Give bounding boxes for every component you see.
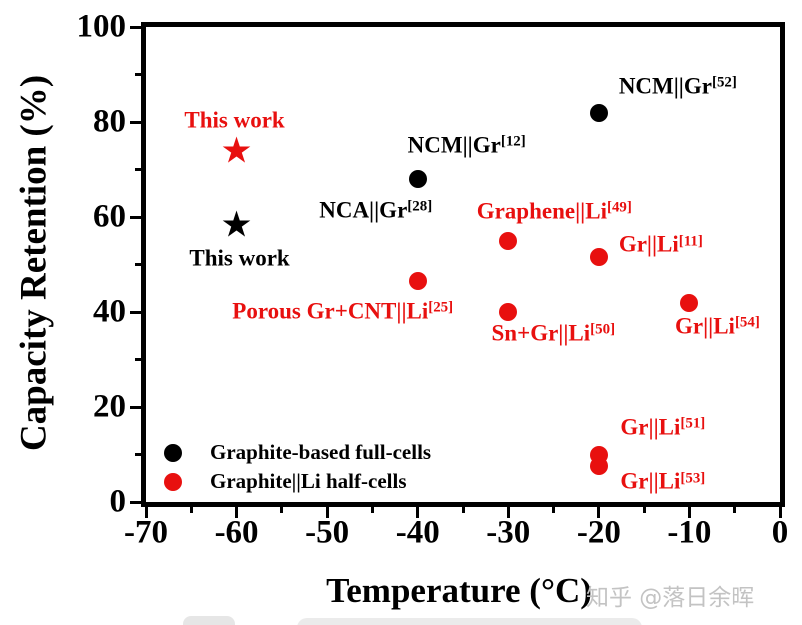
x-tick-label: -10 bbox=[667, 514, 712, 551]
x-major-tick bbox=[325, 507, 329, 518]
y-tick-label: 80 bbox=[93, 103, 126, 140]
x-minor-tick bbox=[552, 507, 556, 513]
data-point-label: Porous Gr+CNT||Li[25] bbox=[232, 298, 454, 324]
x-tick-label: -70 bbox=[124, 514, 168, 551]
x-major-tick bbox=[506, 507, 510, 518]
y-minor-tick bbox=[135, 168, 141, 171]
x-tick-label: -30 bbox=[486, 514, 531, 551]
x-major-tick bbox=[687, 507, 691, 518]
data-point-label: NCA||Gr[28] bbox=[319, 197, 433, 223]
data-point-label: Gr||Li[11] bbox=[618, 231, 703, 257]
x-major-tick bbox=[144, 507, 148, 518]
data-point-circle bbox=[408, 170, 427, 188]
legend: Graphite-based full-cells Graphite||Li ha… bbox=[164, 438, 431, 496]
y-tick-label: 60 bbox=[93, 198, 126, 235]
y-tick-label: 100 bbox=[76, 8, 127, 45]
x-tick-label: 0 bbox=[771, 514, 789, 551]
y-major-tick bbox=[130, 405, 141, 409]
x-tick-label: -20 bbox=[576, 514, 621, 551]
x-tick-label: -50 bbox=[305, 514, 350, 551]
legend-marker-dot bbox=[164, 443, 182, 462]
data-point-label: Graphene||Li[49] bbox=[476, 198, 632, 224]
y-tick-label: 0 bbox=[109, 483, 127, 520]
y-major-tick bbox=[130, 310, 141, 314]
y-minor-tick bbox=[135, 358, 141, 361]
data-point-circle bbox=[499, 303, 518, 321]
data-point-label: Gr||Li[53] bbox=[620, 468, 706, 494]
legend-marker-dot bbox=[164, 472, 182, 491]
data-point-label: Gr||Li[54] bbox=[674, 313, 760, 338]
legend-item: Graphite-based full-cells bbox=[164, 438, 431, 467]
y-minor-tick bbox=[135, 453, 141, 456]
y-major-tick bbox=[130, 215, 141, 219]
data-point-star: ★ bbox=[220, 204, 253, 246]
data-point-star: ★ bbox=[220, 130, 253, 172]
legend-item: Graphite||Li half-cells bbox=[164, 467, 431, 496]
background-watermark-shape bbox=[297, 618, 642, 625]
y-tick-label: 40 bbox=[93, 293, 126, 330]
y-minor-tick bbox=[135, 73, 141, 76]
x-major-tick bbox=[416, 507, 420, 518]
y-minor-tick bbox=[135, 263, 141, 266]
data-point-circle bbox=[589, 457, 608, 476]
x-minor-tick bbox=[642, 507, 646, 513]
background-watermark-shape bbox=[183, 616, 235, 625]
data-point-label: NCM||Gr[12] bbox=[407, 132, 526, 158]
x-minor-tick bbox=[461, 507, 465, 513]
data-point-circle bbox=[680, 293, 699, 312]
y-major-tick bbox=[130, 25, 141, 29]
y-tick-label: 20 bbox=[93, 388, 126, 425]
data-point-circle bbox=[408, 272, 427, 291]
legend-item-label: Graphite-based full-cells bbox=[210, 440, 432, 464]
y-major-tick bbox=[130, 120, 141, 124]
x-minor-tick bbox=[733, 507, 737, 513]
plot-frame bbox=[141, 22, 785, 507]
data-point-label: This work bbox=[189, 245, 290, 270]
x-tick-label: -40 bbox=[395, 514, 440, 551]
data-point-label: This work bbox=[184, 107, 285, 133]
x-minor-tick bbox=[280, 507, 284, 513]
x-minor-tick bbox=[189, 507, 193, 513]
watermark-text: 知乎 @落日余晖 bbox=[586, 585, 755, 611]
x-axis-title: Temperature (°C) bbox=[326, 571, 592, 610]
x-major-tick bbox=[597, 507, 601, 518]
data-point-circle bbox=[589, 248, 608, 267]
x-tick-label: -60 bbox=[214, 514, 259, 551]
x-minor-tick bbox=[370, 507, 374, 513]
data-point-label: Gr||Li[51] bbox=[620, 414, 706, 439]
y-major-tick bbox=[130, 500, 141, 504]
data-point-label: Sn+Gr||Li[50] bbox=[491, 320, 616, 346]
data-point-label: NCM||Gr[52] bbox=[618, 73, 737, 98]
legend-item-label: Graphite||Li half-cells bbox=[210, 469, 407, 493]
data-point-circle bbox=[589, 103, 608, 122]
x-major-tick bbox=[778, 507, 782, 518]
data-point-circle bbox=[499, 231, 518, 250]
x-major-tick bbox=[235, 507, 239, 518]
